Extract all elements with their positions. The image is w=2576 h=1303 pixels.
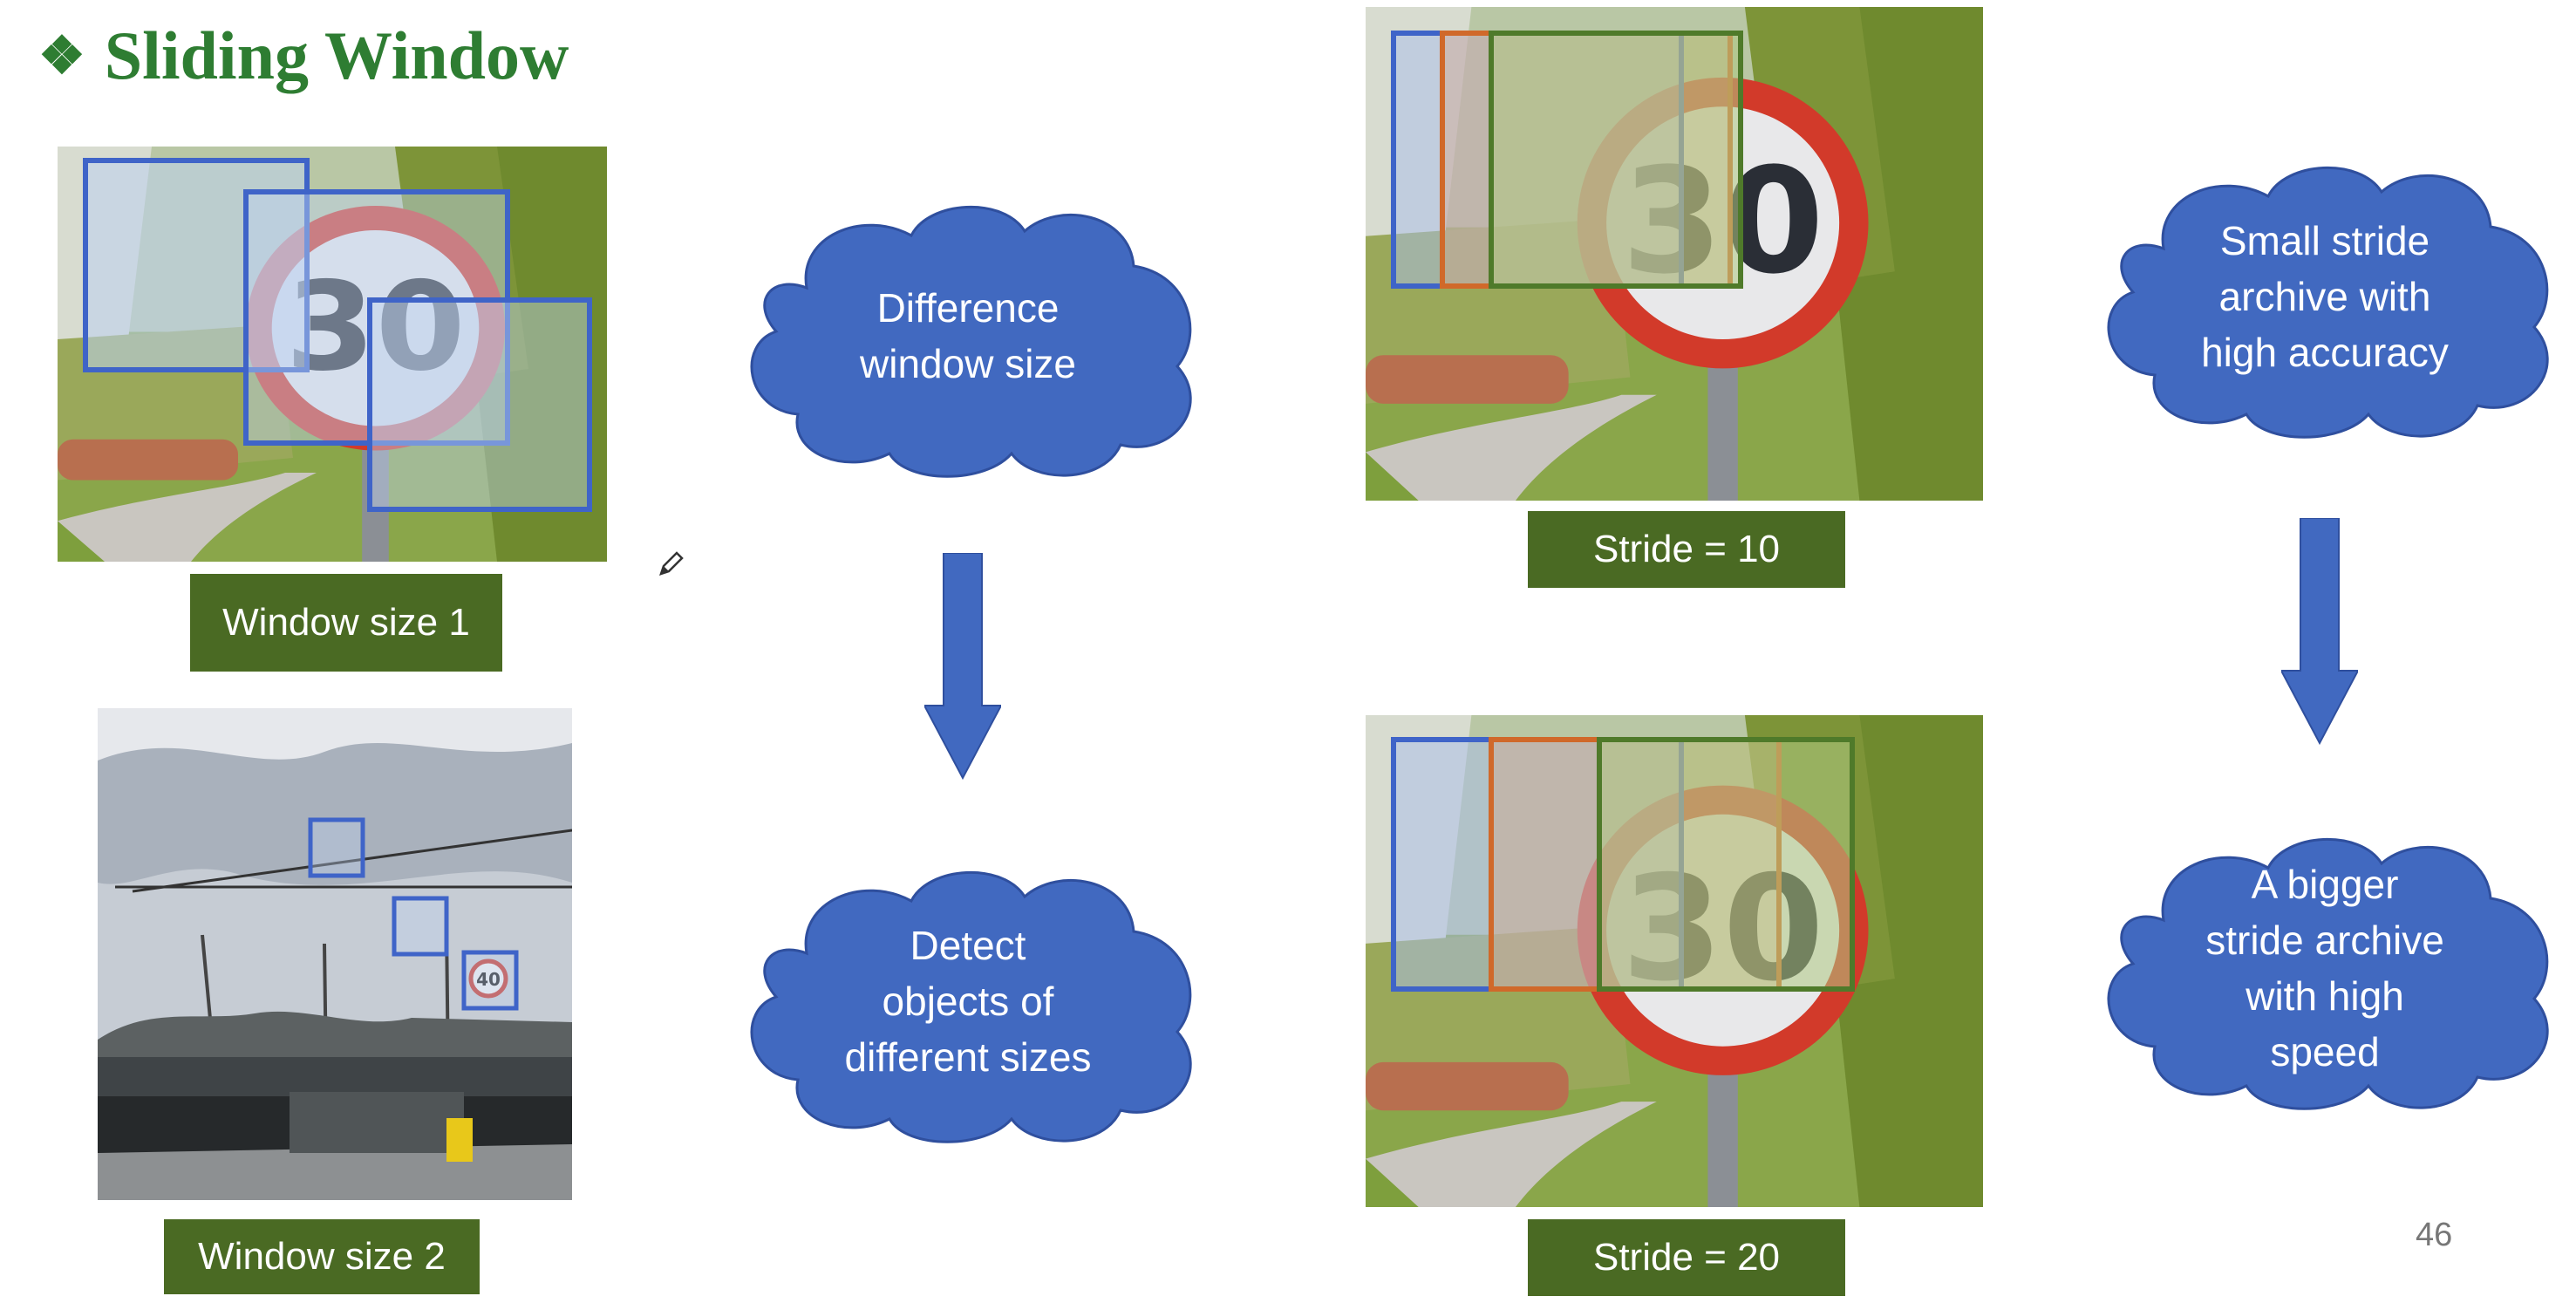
cloud-difference-window-size: Difference window size bbox=[724, 188, 1212, 484]
small-window-box-2 bbox=[392, 896, 449, 957]
sign-photo-stride-10 bbox=[1366, 7, 1983, 501]
cloud-line: different sizes bbox=[844, 1034, 1092, 1080]
cloud-line: Small stride bbox=[2219, 218, 2430, 263]
cloud-line: with high bbox=[2245, 973, 2404, 1019]
small-window-box-1 bbox=[308, 817, 365, 878]
cloud-line: Detect bbox=[910, 923, 1026, 968]
cloud-line: high accuracy bbox=[2201, 330, 2449, 375]
cloud-line: stride archive bbox=[2205, 918, 2444, 963]
cloud-line: speed bbox=[2270, 1029, 2380, 1074]
slide-title-text: Sliding Window bbox=[104, 17, 569, 93]
stride-window-green bbox=[1597, 737, 1855, 992]
pencil-cursor-icon bbox=[659, 551, 684, 576]
window-size-2-label: Window size 2 bbox=[164, 1219, 480, 1294]
page-number: 46 bbox=[2416, 1217, 2453, 1253]
window-size-1-label: Window size 1 bbox=[190, 574, 502, 672]
small-window-box-3 bbox=[461, 950, 519, 1011]
diamond-bullet-icon: ❖ bbox=[38, 27, 85, 85]
small-speed-sign-text: 40 bbox=[476, 969, 501, 990]
cloud-small-stride: Small stride archive with high accuracy bbox=[2081, 148, 2569, 445]
stride-20-label: Stride = 20 bbox=[1528, 1219, 1845, 1296]
cloud-line: window size bbox=[860, 341, 1076, 386]
sign-photo-window-size-1: 30 bbox=[58, 147, 607, 562]
stride-window-green bbox=[1489, 31, 1743, 289]
cloud-bigger-stride: A bigger stride archive with high speed bbox=[2081, 820, 2569, 1116]
cloud-line: A bigger bbox=[2251, 862, 2399, 907]
window-box-1 bbox=[83, 158, 310, 372]
sign-photo-stride-20 bbox=[1366, 715, 1983, 1207]
highway-photo-window-size-2: 40 bbox=[98, 708, 572, 1200]
cloud-line: objects of bbox=[882, 979, 1054, 1024]
down-arrow-icon bbox=[924, 553, 1001, 780]
cloud-line: archive with bbox=[2218, 274, 2431, 319]
window-box-3 bbox=[367, 297, 592, 512]
down-arrow-icon bbox=[2281, 518, 2358, 745]
stride-10-label: Stride = 10 bbox=[1528, 511, 1845, 588]
cloud-detect-objects: Detect objects of different sizes bbox=[724, 853, 1212, 1150]
slide-title: ❖ Sliding Window bbox=[38, 12, 569, 99]
cloud-line: Difference bbox=[876, 285, 1060, 331]
window-box-2 bbox=[243, 189, 510, 446]
